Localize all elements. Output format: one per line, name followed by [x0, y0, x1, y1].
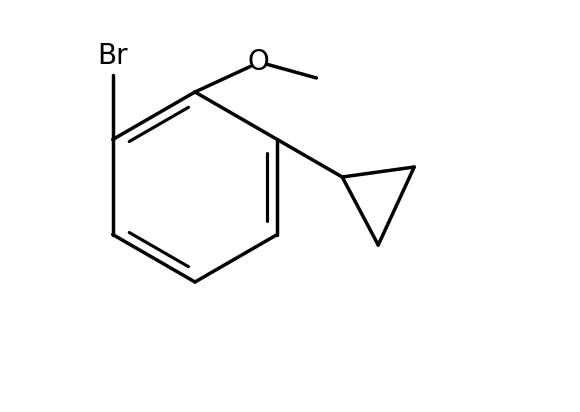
- Text: Br: Br: [97, 42, 128, 70]
- Text: O: O: [248, 49, 269, 76]
